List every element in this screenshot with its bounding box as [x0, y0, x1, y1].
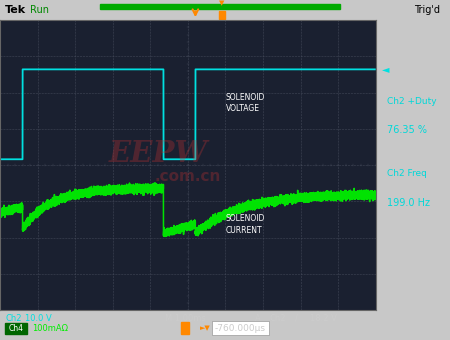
Text: 199.0 Hz: 199.0 Hz: [387, 198, 430, 208]
Text: A: A: [255, 313, 261, 323]
Text: Ch2: Ch2: [5, 313, 22, 323]
Text: /: /: [295, 313, 298, 323]
Text: T: T: [183, 324, 188, 333]
Text: Tek: Tek: [5, 5, 26, 15]
Text: .com.cn: .com.cn: [155, 169, 221, 184]
Text: 10.0 V: 10.0 V: [25, 313, 52, 323]
Text: SOLENOID
CURRENT: SOLENOID CURRENT: [225, 215, 265, 235]
Text: Ch2 Freq: Ch2 Freq: [387, 169, 427, 178]
Text: ◄: ◄: [382, 64, 389, 74]
Text: Ch4: Ch4: [9, 324, 23, 333]
Text: -760.000μs: -760.000μs: [215, 324, 266, 333]
Text: EEPW: EEPW: [108, 139, 207, 168]
Text: Run: Run: [30, 5, 49, 15]
Text: ▼: ▼: [219, 0, 225, 6]
Bar: [5, 323, 27, 334]
Text: T: T: [220, 12, 224, 18]
Text: Ch2 +Duty: Ch2 +Duty: [387, 97, 436, 106]
Text: SOLENOID
VOLTAGE: SOLENOID VOLTAGE: [225, 92, 265, 113]
Text: Ch2: Ch2: [270, 313, 287, 323]
Text: 76.35 %: 76.35 %: [387, 125, 427, 135]
Text: 18.2 V: 18.2 V: [310, 313, 337, 323]
Text: ►▼: ►▼: [200, 325, 211, 331]
Text: 100mAΩ: 100mAΩ: [32, 324, 68, 333]
Bar: [100, 4, 340, 9]
Text: Trig'd: Trig'd: [414, 5, 440, 15]
Text: M 1.00ms: M 1.00ms: [165, 313, 206, 323]
